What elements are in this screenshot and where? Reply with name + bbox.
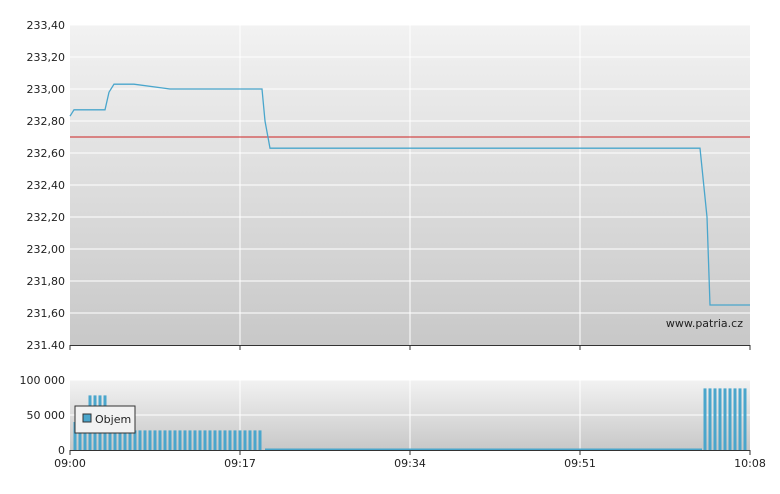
volume-bar xyxy=(168,430,172,450)
volume-bar xyxy=(223,430,227,450)
volume-bar xyxy=(228,430,232,450)
volume-bar xyxy=(713,388,717,450)
volume-bar xyxy=(178,430,182,450)
price-y-tick-label: 232,20 xyxy=(27,211,66,224)
volume-bar xyxy=(73,422,77,450)
watermark: www.patria.cz xyxy=(666,317,743,330)
price-series-line xyxy=(69,83,750,306)
volume-bar xyxy=(243,430,247,450)
price-y-tick-label: 232,00 xyxy=(27,243,66,256)
volume-bar xyxy=(158,430,162,450)
volume-bar xyxy=(118,430,122,450)
volume-bar xyxy=(728,388,732,450)
price-y-tick-label: 231,60 xyxy=(27,307,66,320)
volume-bar xyxy=(83,422,87,450)
volume-bar xyxy=(113,430,117,450)
volume-bar xyxy=(143,430,147,450)
volume-bar xyxy=(148,430,152,450)
volume-bar xyxy=(153,430,157,450)
volume-bar xyxy=(163,430,167,450)
volume-bar xyxy=(138,430,142,450)
volume-bar xyxy=(248,430,252,450)
price-y-tick-label: 232,40 xyxy=(27,179,66,192)
volume-bar xyxy=(238,430,242,450)
volume-bar xyxy=(723,388,727,450)
legend-swatch xyxy=(82,413,92,423)
volume-bar xyxy=(733,388,737,450)
volume-bar xyxy=(708,388,712,450)
x-tick-label: 09:17 xyxy=(224,457,256,470)
volume-bar xyxy=(78,422,82,450)
volume-y-tick-label: 0 xyxy=(58,444,65,457)
volume-bars xyxy=(73,388,747,450)
x-tick-label: 09:51 xyxy=(564,457,596,470)
x-tick-label: 09:34 xyxy=(394,457,426,470)
volume-bar xyxy=(738,388,742,450)
price-y-axis: 231.40 231,60 231,80 232,00 232,20 232,40 232,… xyxy=(27,19,66,352)
price-y-tick-label: 233,20 xyxy=(27,51,66,64)
volume-bar xyxy=(703,388,707,450)
volume-bar xyxy=(188,430,192,450)
volume-x-axis: 09:00 09:17 09:34 09:51 10:08 xyxy=(54,450,766,470)
volume-y-tick-label: 50 000 xyxy=(27,409,66,422)
x-tick-label: 09:00 xyxy=(54,457,86,470)
price-y-tick-label: 231,80 xyxy=(27,275,66,288)
volume-bar xyxy=(203,430,207,450)
price-y-tick-label: 231.40 xyxy=(27,339,66,352)
price-y-tick-label: 233,40 xyxy=(27,19,66,32)
volume-bar xyxy=(133,430,137,450)
volume-gridlines xyxy=(70,379,750,450)
volume-bar xyxy=(218,430,222,450)
volume-bar xyxy=(258,430,262,450)
volume-bar xyxy=(718,388,722,450)
volume-bar xyxy=(183,430,187,450)
volume-legend: Objem xyxy=(74,405,136,434)
volume-bar xyxy=(198,430,202,450)
volume-bar xyxy=(128,430,132,450)
price-y-tick-label: 233,00 xyxy=(27,83,66,96)
volume-bar xyxy=(743,388,747,450)
volume-bar xyxy=(108,430,112,450)
volume-bar xyxy=(123,430,127,450)
volume-bar xyxy=(208,430,212,450)
volume-bar xyxy=(253,430,257,450)
volume-bar xyxy=(213,430,217,450)
price-y-tick-label: 232,80 xyxy=(27,115,66,128)
x-tick-label: 10:08 xyxy=(734,457,766,470)
volume-y-axis: 0 50 000 100 000 xyxy=(20,374,66,457)
volume-bar xyxy=(193,430,197,450)
price-y-tick-label: 232,60 xyxy=(27,147,66,160)
legend-box xyxy=(74,405,136,434)
legend-label: Objem xyxy=(95,413,131,426)
volume-bar xyxy=(233,430,237,450)
volume-bar xyxy=(173,430,177,450)
volume-y-tick-label: 100 000 xyxy=(20,374,66,387)
